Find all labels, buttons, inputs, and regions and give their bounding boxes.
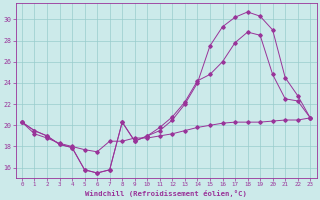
X-axis label: Windchill (Refroidissement éolien,°C): Windchill (Refroidissement éolien,°C) bbox=[85, 190, 247, 197]
